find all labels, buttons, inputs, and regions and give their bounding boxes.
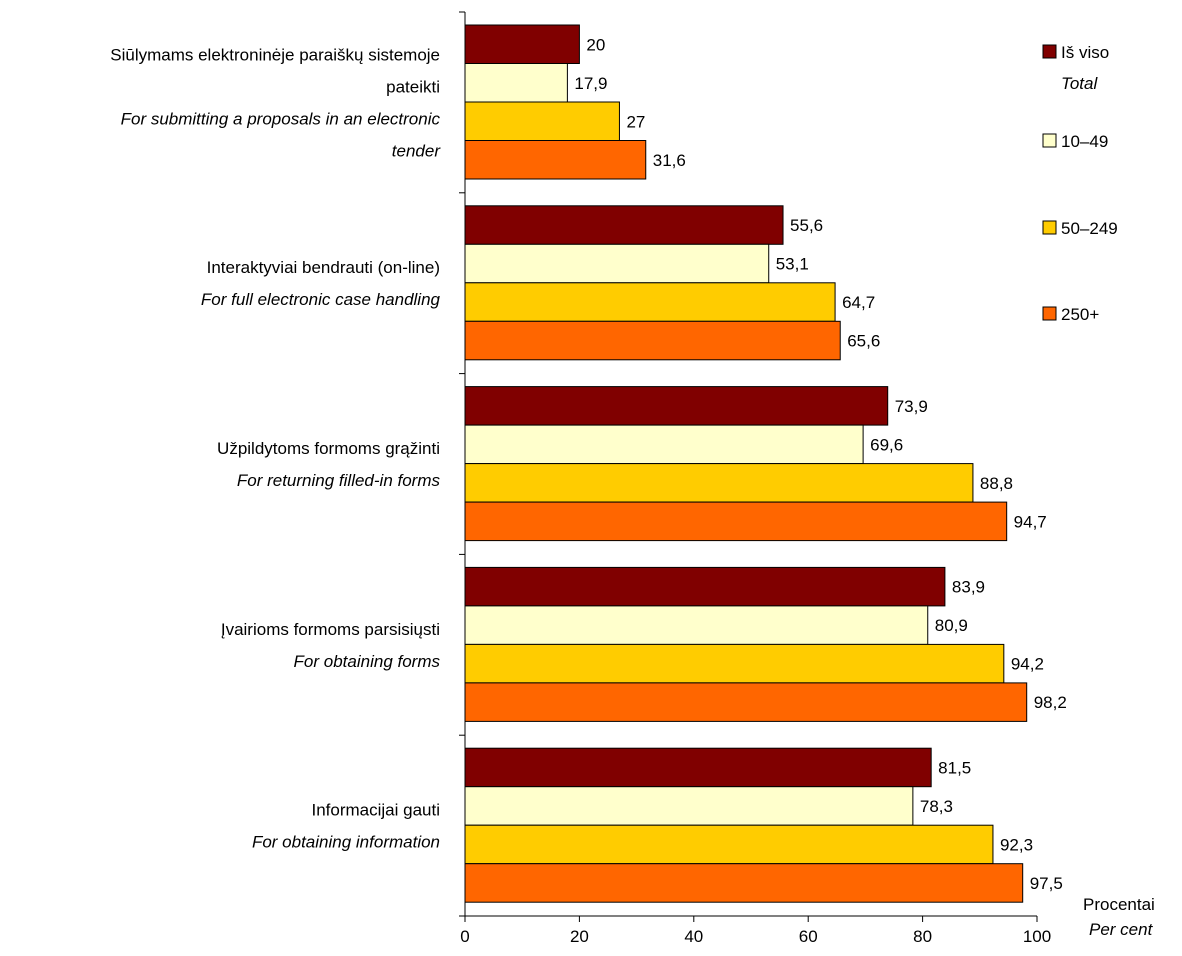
legend-label-1: Iš viso: [1061, 43, 1109, 62]
bar-5-4: [464, 863, 1024, 903]
x-tick-label-2: 20: [570, 927, 589, 946]
category-label-1-line-4: tender: [392, 141, 442, 160]
data-label-5-3: 92,3: [1000, 835, 1033, 854]
bar-5-2: [464, 786, 914, 826]
bar-4-2: [464, 605, 929, 645]
data-label-3-1: 73,9: [895, 397, 928, 416]
legend-swatch-1: [1042, 44, 1057, 59]
legend-swatch-4: [1042, 306, 1057, 321]
data-label-1-2: 17,9: [574, 74, 607, 93]
category-label-4-line-1: Įvairioms formoms parsisiųsti: [221, 620, 440, 639]
bar-5-1: [464, 747, 932, 788]
category-label-5-line-2: For obtaining information: [252, 833, 440, 852]
legend: Iš viso Total 10–49 50–249 250+: [1042, 43, 1118, 324]
bar-2-4: [464, 320, 841, 361]
bar-1-1: [464, 24, 580, 64]
bar-3-4: [464, 501, 1008, 542]
bar-4-1: [464, 566, 946, 607]
data-label-4-2: 80,9: [935, 616, 968, 635]
data-label-1-3: 27: [626, 112, 645, 131]
data-label-3-4: 94,7: [1014, 512, 1047, 531]
x-axis-label: Procentai: [1083, 895, 1155, 914]
category-label-5-line-1: Informacijai gauti: [311, 801, 440, 820]
data-label-3-2: 69,6: [870, 435, 903, 454]
data-label-5-4: 97,5: [1030, 874, 1063, 893]
legend-label-4: 250+: [1061, 305, 1099, 324]
data-label-3-3: 88,8: [980, 474, 1013, 493]
data-label-2-4: 65,6: [847, 332, 880, 351]
data-label-4-3: 94,2: [1011, 655, 1044, 674]
bar-2-1: [464, 205, 784, 245]
axis-layer: 0 20 40 60 80 100: [459, 11, 1051, 946]
x-tick-label-6: 100: [1023, 927, 1051, 946]
data-label-1-4: 31,6: [653, 151, 686, 170]
data-label-4-4: 98,2: [1034, 693, 1067, 712]
bar-3-1: [464, 386, 889, 426]
bar-3-3: [464, 463, 974, 503]
data-label-2-1: 55,6: [790, 216, 823, 235]
data-label-5-2: 78,3: [920, 797, 953, 816]
data-label-2-2: 53,1: [776, 255, 809, 274]
bar-5-3: [464, 824, 994, 865]
bar-1-3: [464, 101, 620, 141]
category-labels: Siūlymams elektroninėje paraiškų sistemo…: [110, 45, 441, 851]
bar-2-2: [464, 243, 770, 284]
category-label-2-line-2: For full electronic case handling: [201, 290, 441, 309]
data-label-2-3: 64,7: [842, 293, 875, 312]
legend-label-en-1: Total: [1061, 74, 1098, 93]
legend-swatch-3: [1042, 220, 1057, 235]
x-tick-label-1: 0: [460, 927, 469, 946]
bar-4-3: [464, 643, 1005, 684]
category-label-3-line-1: Užpildytoms formoms grąžinti: [217, 439, 440, 458]
bar-1-2: [464, 63, 568, 103]
category-label-4-line-2: For obtaining forms: [294, 652, 441, 671]
data-label-5-1: 81,5: [938, 758, 971, 777]
category-label-1-line-3: For submitting a proposals in an electro…: [121, 109, 441, 128]
bar-1-4: [464, 140, 647, 180]
bar-2-3: [464, 282, 836, 322]
category-label-3-line-2: For returning filled-in forms: [237, 471, 441, 490]
x-tick-label-4: 60: [799, 927, 818, 946]
bars-layer: 20 17,9 27 31,6 55,6 53,1 64,7 65,6 73,9 69,6 88,8…: [464, 24, 1067, 903]
category-label-2-line-1: Interaktyviai bendrauti (on-line): [207, 258, 440, 277]
bar-3-2: [464, 424, 864, 465]
data-label-4-1: 83,9: [952, 578, 985, 597]
legend-label-2: 10–49: [1061, 132, 1108, 151]
category-label-1-line-2: pateikti: [386, 77, 440, 96]
bar-4-4: [464, 682, 1028, 722]
data-label-1-1: 20: [586, 35, 605, 54]
category-label-1-line-1: Siūlymams elektroninėje paraiškų sistemo…: [110, 45, 440, 64]
legend-label-3: 50–249: [1061, 219, 1118, 238]
legend-swatch-2: [1042, 133, 1057, 148]
x-tick-label-3: 40: [684, 927, 703, 946]
x-tick-label-5: 80: [913, 927, 932, 946]
x-axis-label-en: Per cent: [1089, 920, 1154, 939]
